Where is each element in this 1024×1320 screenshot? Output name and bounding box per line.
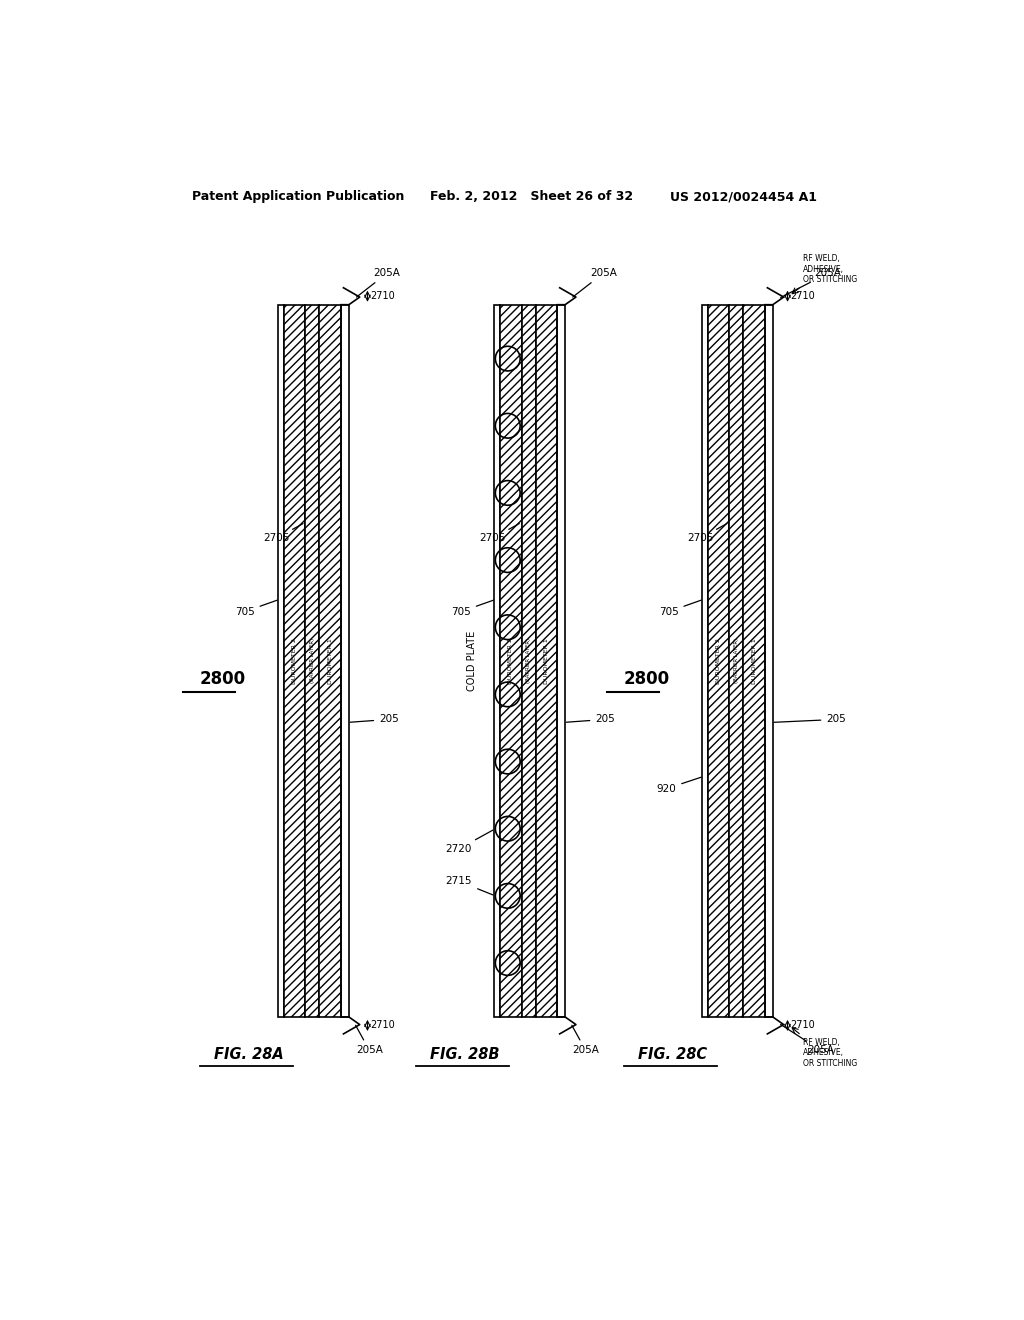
Text: 705: 705 (234, 601, 278, 616)
Text: DUROMETER 2: DUROMETER 2 (508, 638, 513, 684)
Polygon shape (536, 305, 557, 1016)
Text: 205A: 205A (571, 1026, 599, 1055)
Text: 205A: 205A (572, 268, 616, 297)
Text: 2720: 2720 (445, 830, 493, 854)
Text: DUROMETER 1: DUROMETER 1 (752, 638, 757, 684)
Text: (BARRIER LAYER): (BARRIER LAYER) (310, 639, 315, 684)
Text: RF WELD,
ADHESIVE,
OR STITCHING: RF WELD, ADHESIVE, OR STITCHING (803, 1038, 857, 1068)
Text: 705: 705 (658, 601, 701, 616)
Text: FIG. 28A: FIG. 28A (214, 1047, 284, 1063)
Text: DUROMETER 1: DUROMETER 1 (328, 638, 333, 684)
Text: 705: 705 (452, 601, 494, 616)
Text: RF WELD,
ADHESIVE,
OR STITCHING: RF WELD, ADHESIVE, OR STITCHING (803, 255, 857, 284)
Text: 2705: 2705 (263, 524, 303, 544)
Text: Patent Application Publication: Patent Application Publication (191, 190, 403, 203)
Text: Feb. 2, 2012   Sheet 26 of 32: Feb. 2, 2012 Sheet 26 of 32 (430, 190, 634, 203)
Text: 2715: 2715 (445, 876, 493, 895)
Text: (BARRIER LAYER): (BARRIER LAYER) (526, 639, 531, 684)
Text: 205: 205 (774, 714, 846, 725)
Polygon shape (708, 305, 729, 1016)
Text: DUROMETER 1: DUROMETER 1 (544, 638, 549, 684)
Text: 205: 205 (350, 714, 399, 725)
Polygon shape (500, 305, 521, 1016)
Text: 205A: 205A (780, 1024, 834, 1055)
Text: COLD PLATE: COLD PLATE (467, 631, 477, 690)
Polygon shape (305, 305, 319, 1016)
Polygon shape (319, 305, 341, 1016)
Text: DUROMETER 2: DUROMETER 2 (292, 638, 297, 684)
Polygon shape (729, 305, 743, 1016)
Text: 205A: 205A (356, 268, 400, 297)
Text: 2705: 2705 (687, 524, 727, 544)
Text: 2705: 2705 (479, 524, 519, 544)
Text: US 2012/0024454 A1: US 2012/0024454 A1 (671, 190, 817, 203)
Text: 920: 920 (656, 777, 701, 793)
Text: 205A: 205A (780, 268, 842, 297)
Text: 205A: 205A (355, 1026, 383, 1055)
Polygon shape (284, 305, 305, 1016)
Polygon shape (521, 305, 536, 1016)
Polygon shape (743, 305, 765, 1016)
Text: 2710: 2710 (370, 1020, 394, 1031)
Text: FIG. 28C: FIG. 28C (638, 1047, 708, 1063)
Text: FIG. 28B: FIG. 28B (430, 1047, 500, 1063)
Text: 2710: 2710 (790, 292, 815, 301)
Text: 2710: 2710 (790, 1020, 815, 1031)
Text: (BARRIER LAYER): (BARRIER LAYER) (734, 639, 739, 684)
Text: 2800: 2800 (200, 671, 246, 688)
Text: 2800: 2800 (624, 671, 670, 688)
Text: 205: 205 (566, 714, 615, 725)
Text: 2710: 2710 (370, 292, 394, 301)
Text: DUROMETER 2: DUROMETER 2 (716, 638, 721, 684)
